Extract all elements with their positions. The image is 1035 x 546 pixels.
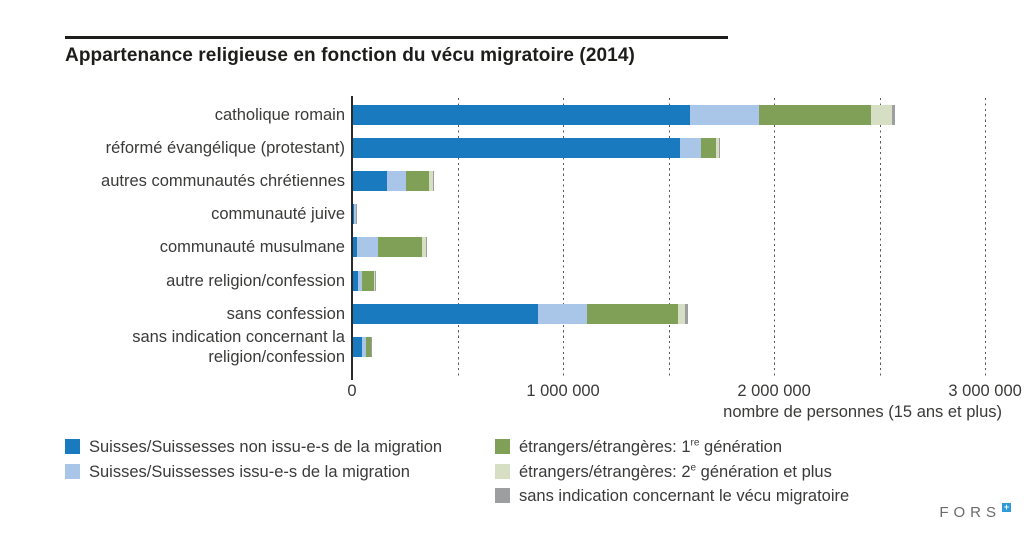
legend-swatch-swiss-non-migrant: [65, 439, 80, 454]
legend-label: étrangers/étrangères: 2e génération et p…: [519, 462, 832, 481]
gridline-500000: [457, 98, 459, 378]
bar-row-3: [352, 204, 357, 225]
legend-swatch-foreign-2nd-gen: [495, 463, 510, 479]
bar-segment-swiss-non-migrant: [352, 237, 358, 258]
x-tick-2000000: 2 000 000: [737, 382, 811, 400]
legend-swatch-no-indication-migration: [495, 488, 510, 503]
bar-row-7: [352, 337, 373, 357]
bar-segment-foreign-2nd-gen: [421, 237, 427, 258]
bar-row-6: [352, 303, 689, 324]
bar-segment-no-indication-migration: [718, 137, 721, 158]
legend-swatch-foreign-1st-gen: [495, 439, 510, 454]
bar-segment-no-indication-migration: [684, 303, 689, 324]
bar-segment-foreign-2nd-gen: [716, 137, 719, 158]
bar-segment-no-indication-migration: [426, 237, 427, 258]
bar-segment-foreign-1st-gen: [365, 337, 371, 357]
bar-segment-swiss-migrant: [357, 270, 363, 291]
gridline-3000000: [985, 98, 987, 378]
bar-segment-swiss-non-migrant: [352, 303, 538, 324]
category-label-0: catholique romain: [214, 105, 345, 124]
legend-item-swiss-non-migrant: Suisses/Suissesses non issu-e-s de la mi…: [65, 438, 442, 457]
legend-label: Suisses/Suissesses issu-e-s de la migrat…: [89, 462, 410, 481]
bar-segment-swiss-migrant: [689, 104, 760, 125]
bar-segment-foreign-1st-gen: [759, 104, 872, 125]
category-label-7: sans indication concernant la religion/c…: [132, 328, 345, 366]
x-tick-0: 0: [347, 382, 357, 400]
legend-item-foreign-1st-gen: étrangers/étrangères: 1re génération: [495, 438, 782, 457]
x-axis-label: nombre de personnes (15 ans et plus): [723, 403, 1002, 421]
category-label-6: sans confession: [226, 304, 345, 323]
bar-segment-foreign-2nd-gen: [373, 270, 376, 291]
bar-segment-swiss-non-migrant: [352, 104, 690, 125]
legend-item-foreign-2nd-gen: étrangers/étrangères: 2e génération et p…: [495, 463, 832, 482]
gridline-1500000: [668, 98, 670, 378]
bar-segment-swiss-migrant: [680, 137, 702, 158]
bar-segment-no-indication-migration: [892, 104, 896, 125]
bar-segment-swiss-migrant: [362, 337, 366, 357]
legend-item-swiss-migrant: Suisses/Suissesses issu-e-s de la migrat…: [65, 463, 410, 482]
bar-segment-foreign-1st-gen: [587, 303, 679, 324]
bar-row-5: [352, 270, 376, 291]
bar-segment-swiss-non-migrant: [352, 270, 358, 291]
legend-item-no-indication-migration: sans indication concernant le vécu migra…: [495, 487, 849, 506]
bar-segment-foreign-1st-gen: [405, 171, 429, 191]
bar-segment-foreign-2nd-gen: [370, 337, 372, 357]
category-label-2: autres communautés chrétiennes: [101, 172, 345, 190]
gridline-2000000: [774, 98, 776, 378]
gridline-2500000: [879, 98, 881, 378]
chart-title: Appartenance religieuse en fonction du v…: [65, 45, 635, 66]
bar-row-4: [352, 237, 427, 258]
bar-segment-no-indication-migration: [371, 337, 373, 357]
gridline-1000000: [563, 98, 565, 378]
plot-area: [351, 96, 1002, 380]
bar-segment-swiss-migrant: [537, 303, 588, 324]
bar-row-1: [352, 137, 721, 158]
category-label-3: communauté juive: [211, 205, 345, 224]
category-label-1: réformé évangélique (protestant): [105, 138, 345, 157]
bar-segment-swiss-migrant: [354, 204, 356, 225]
bar-segment-swiss-migrant: [357, 237, 379, 258]
bar-segment-foreign-1st-gen: [362, 270, 374, 291]
bar-segment-foreign-2nd-gen: [871, 104, 893, 125]
legend-swatch-swiss-migrant: [65, 463, 80, 479]
bar-row-2: [352, 171, 434, 191]
x-tick-1000000: 1 000 000: [526, 382, 600, 400]
fors-logo: FORS +: [939, 503, 1011, 521]
category-label-5: autre religion/confession: [166, 271, 345, 290]
bar-segment-foreign-2nd-gen: [678, 303, 685, 324]
bar-segment-swiss-migrant: [386, 171, 406, 191]
x-tick-3000000: 3 000 000: [948, 382, 1022, 400]
bar-segment-swiss-non-migrant: [352, 337, 363, 357]
category-label-4: communauté musulmane: [159, 238, 345, 257]
bar-segment-swiss-non-migrant: [352, 171, 387, 191]
legend-label: étrangers/étrangères: 1re génération: [519, 437, 783, 456]
legend-label: sans indication concernant le vécu migra…: [519, 487, 850, 505]
bar-segment-swiss-non-migrant: [352, 204, 355, 225]
legend-label: Suisses/Suissesses non issu-e-s de la mi…: [89, 438, 443, 456]
title-rule: [65, 36, 728, 39]
bar-segment-foreign-1st-gen: [701, 137, 717, 158]
bar-row-0: [352, 104, 896, 125]
bar-segment-swiss-non-migrant: [352, 137, 681, 158]
fors-logo-cross-icon: +: [1002, 502, 1011, 512]
fors-logo-text: FORS: [939, 504, 1001, 521]
bar-segment-no-indication-migration: [433, 171, 434, 191]
bar-segment-foreign-1st-gen: [378, 237, 422, 258]
bar-segment-foreign-2nd-gen: [429, 171, 434, 191]
y-axis-line: [351, 96, 353, 380]
